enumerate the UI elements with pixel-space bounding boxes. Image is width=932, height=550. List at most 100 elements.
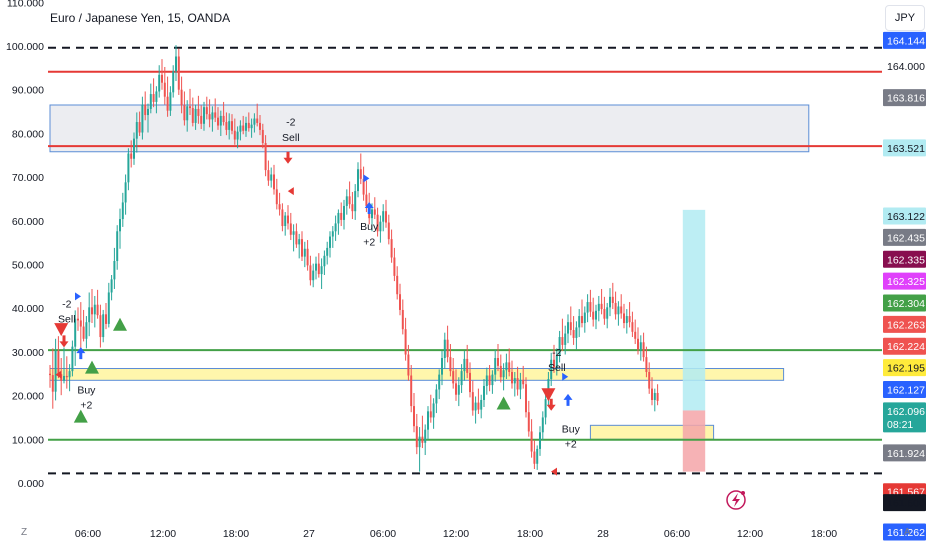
auto-scale-icon[interactable]: A: [904, 527, 911, 538]
candle-body: [275, 189, 278, 205]
candle-body: [119, 219, 121, 232]
candle-body: [261, 129, 264, 144]
candle-body: [51, 375, 54, 392]
candle-body: [651, 388, 653, 400]
timezone-icon[interactable]: Z: [21, 527, 28, 538]
left-axis-tick: 80.000: [12, 128, 44, 140]
buy-triangle-icon: [496, 396, 511, 410]
candle-body: [292, 231, 295, 235]
price-label-bg: [883, 207, 926, 225]
sell-triangle-icon: [54, 323, 69, 337]
candle-body: [365, 194, 368, 206]
price-label-bg: [883, 139, 926, 157]
candle-body: [620, 306, 623, 314]
candle-body: [379, 221, 382, 232]
candle-body: [645, 357, 648, 373]
candle-body: [135, 122, 138, 139]
zones-layer: [49, 104, 810, 472]
candle-body: [239, 125, 242, 132]
price-label: 162.435: [887, 232, 925, 244]
candle-body: [415, 426, 418, 448]
lightning-bolt-icon: [732, 493, 740, 507]
candle-body: [469, 372, 471, 393]
candle-body: [141, 104, 144, 133]
candle-body: [401, 309, 404, 330]
price-label: 161.500: [887, 498, 925, 510]
candle-body: [455, 383, 457, 395]
candle-body: [351, 204, 354, 212]
x-axis-tick: 12:00: [443, 528, 469, 540]
candle-body: [483, 385, 485, 400]
candle-body: [625, 316, 628, 324]
candle-body: [609, 296, 611, 308]
candle-body: [222, 115, 225, 123]
candle-body: [309, 265, 312, 281]
candle-body: [362, 178, 365, 195]
candle-body: [259, 122, 261, 130]
price-label-bg: [883, 31, 926, 49]
candle-body: [189, 106, 191, 109]
price-label: 162.127: [887, 384, 925, 396]
candle-body: [177, 56, 180, 90]
candle-body: [303, 248, 306, 257]
candle-body: [354, 191, 357, 212]
candle-body: [385, 211, 387, 223]
signal-label: +2: [363, 236, 375, 248]
candle-body: [138, 122, 141, 133]
candle-body: [197, 108, 200, 116]
candle-body: [82, 326, 85, 339]
price-label-bg: [883, 294, 926, 312]
price-label-bg: [883, 228, 926, 246]
candle-body: [628, 316, 631, 323]
candle-body: [603, 309, 606, 319]
candle-body: [63, 375, 65, 381]
x-axis-tick: 18:00: [223, 528, 249, 540]
candle-body: [49, 373, 51, 376]
long-target: [682, 209, 706, 411]
candle-body: [228, 121, 231, 130]
candle-body: [121, 202, 124, 220]
candle-body: [74, 318, 77, 347]
exit-flag-icon: [551, 467, 557, 476]
candle-body: [581, 316, 583, 324]
candle-body: [200, 115, 203, 124]
candle-body: [180, 89, 183, 106]
candle-body: [429, 411, 432, 418]
candle-body: [166, 96, 169, 111]
candle-body: [273, 174, 275, 190]
x-axis-tick: 06:00: [75, 528, 101, 540]
candle-body: [65, 375, 68, 378]
candle-body: [614, 302, 617, 315]
signal-label: -2: [552, 347, 561, 359]
candle-body: [390, 239, 393, 258]
candle-body: [519, 379, 522, 390]
price-label: 162.263: [887, 319, 925, 331]
candle-body: [340, 212, 343, 220]
candle-body: [96, 304, 99, 316]
candle-body: [334, 223, 337, 232]
price-label-bg: [883, 402, 926, 433]
candle-body: [147, 108, 149, 116]
candle-body: [253, 118, 256, 125]
left-axis-tick: 60.000: [12, 216, 44, 228]
candle-body: [54, 351, 57, 392]
candle-body: [247, 122, 250, 129]
candle-body: [513, 378, 516, 384]
candle-body: [298, 239, 301, 245]
price-label-bg: [883, 337, 926, 355]
candle-body: [505, 362, 508, 371]
candle-body: [494, 358, 497, 375]
candle-body: [245, 122, 247, 131]
candle-body: [441, 358, 443, 375]
candle-body: [648, 372, 651, 389]
candle-body: [155, 91, 158, 102]
signal-label: -2: [286, 117, 295, 129]
candle-body: [85, 322, 88, 339]
candle-body: [317, 263, 320, 275]
currency-button[interactable]: JPY: [885, 5, 925, 31]
price-label: 164.144: [887, 35, 925, 47]
candle-body: [387, 222, 390, 240]
candle-body: [231, 121, 233, 131]
candle-body: [267, 170, 270, 181]
signal-label: Sell: [58, 314, 76, 326]
